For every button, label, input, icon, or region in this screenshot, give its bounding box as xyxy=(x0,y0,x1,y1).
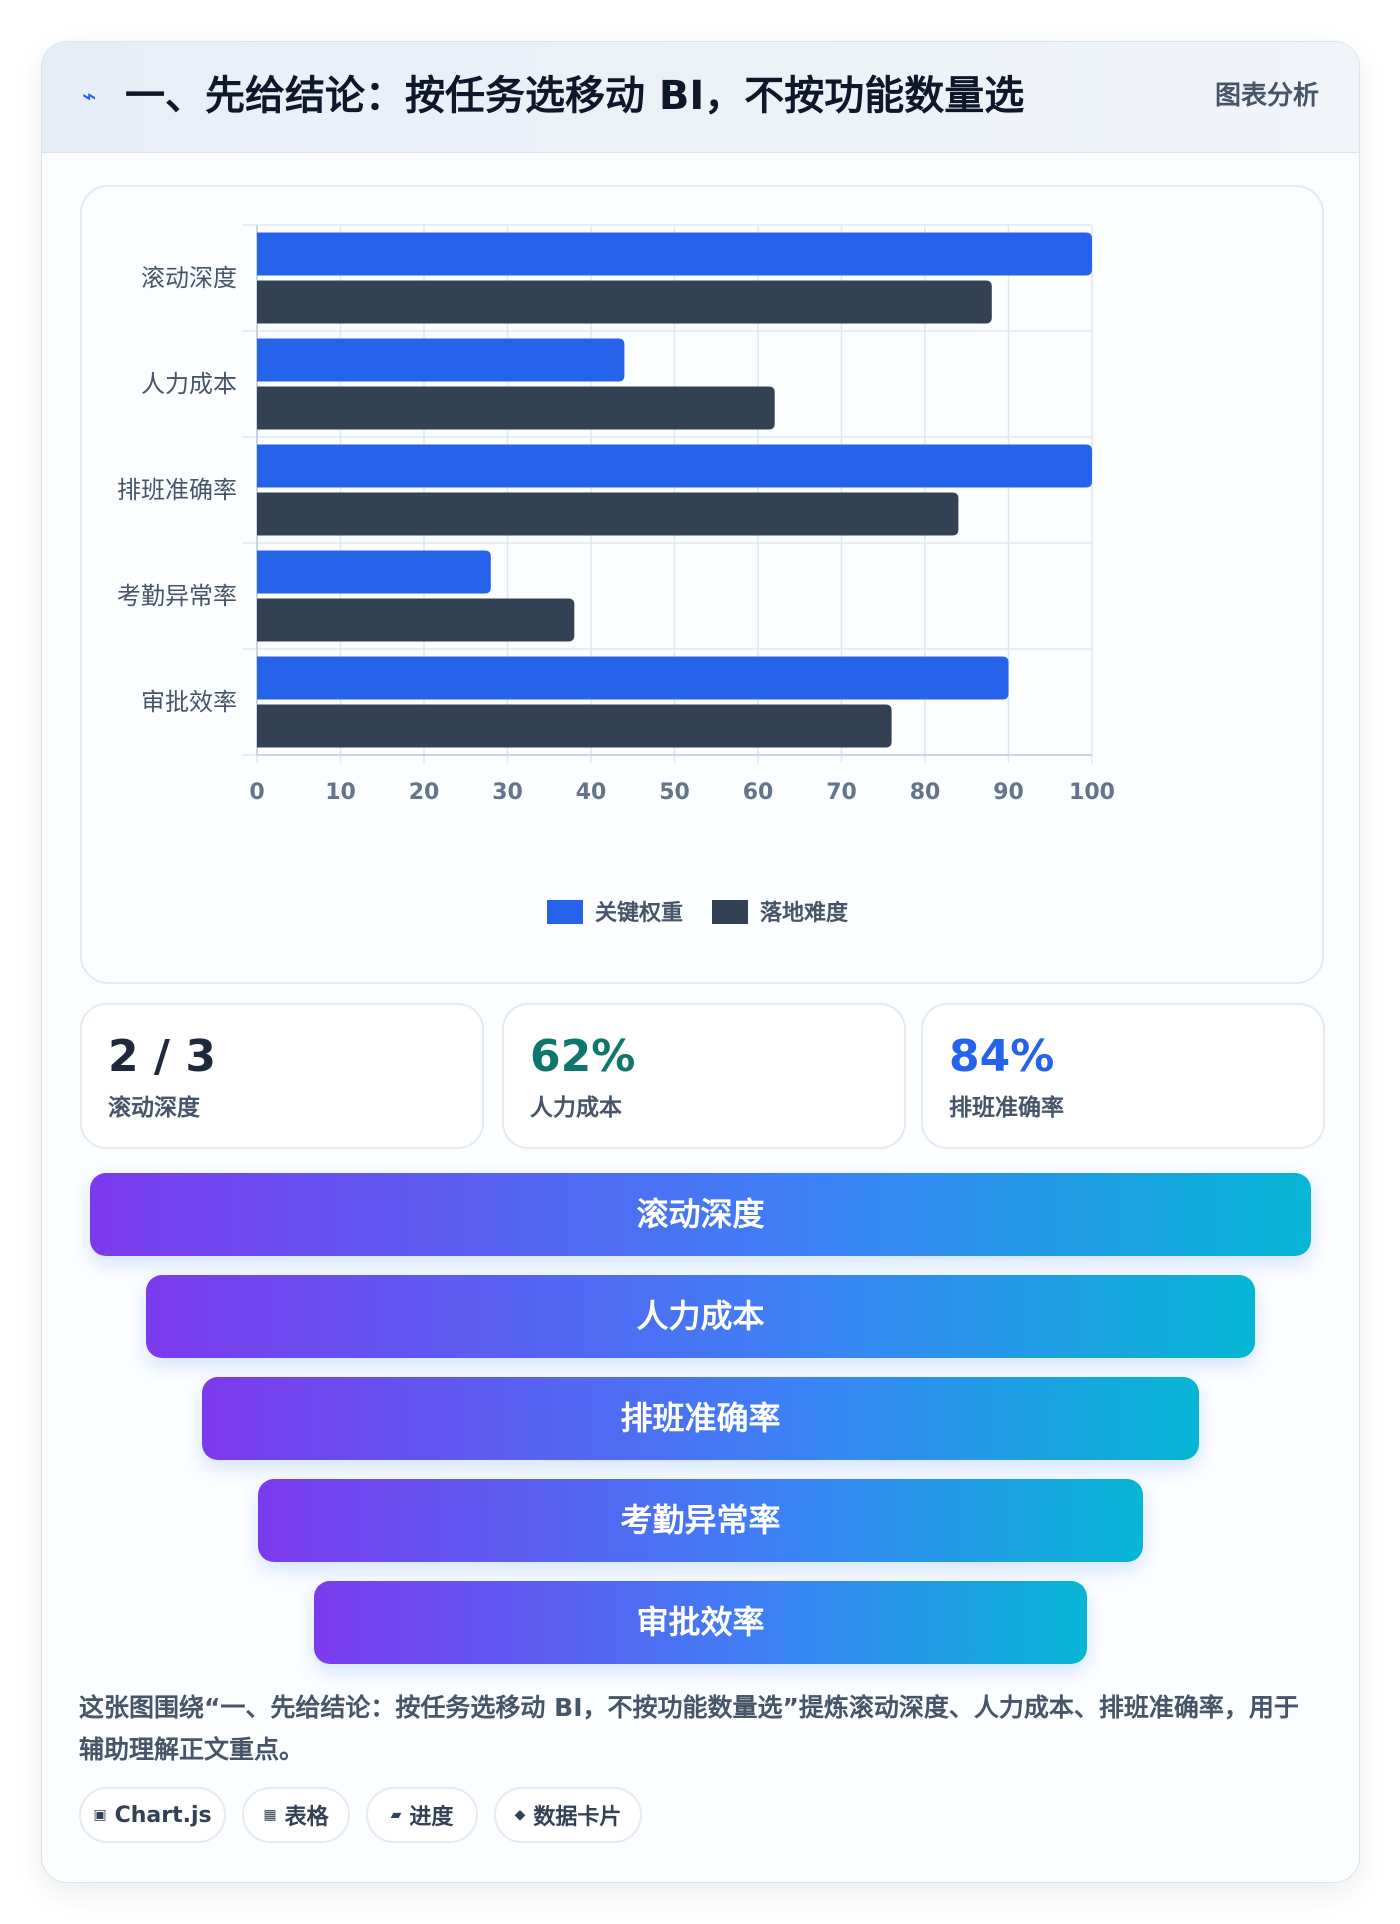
bar xyxy=(257,656,1009,700)
progress-icon: ▰ xyxy=(390,1807,402,1823)
x-tick-label: 20 xyxy=(409,780,440,805)
page-title: 一、先给结论：按任务选移动 BI，不按功能数量选 xyxy=(125,73,1025,119)
funnel-step: 考勤异常率 xyxy=(258,1479,1143,1562)
y-category-label: 排班准确率 xyxy=(117,476,237,504)
tag-table[interactable]: ▦ 表格 xyxy=(242,1787,350,1843)
chart-card: ⌁ 一、先给结论：按任务选移动 BI，不按功能数量选 图表分析 0 10 20 30 4… xyxy=(41,41,1360,1883)
x-tick-label: 70 xyxy=(826,780,857,805)
x-tick-label: 80 xyxy=(910,780,941,805)
stat-value: 2 / 3 xyxy=(108,1031,216,1082)
x-tick-label: 50 xyxy=(659,780,690,805)
x-tick-label: 90 xyxy=(993,780,1024,805)
bar xyxy=(257,232,1092,276)
lightning-icon: ⌁ xyxy=(82,82,97,110)
stat-label: 排班准确率 xyxy=(949,1095,1064,1121)
stat-card-labor-cost: 62% 人力成本 xyxy=(502,1003,906,1149)
tag-label: Chart.js xyxy=(114,1802,212,1828)
tag-label: 进度 xyxy=(409,1805,454,1830)
stat-label: 人力成本 xyxy=(530,1095,622,1121)
tag-label: 数据卡片 xyxy=(533,1805,622,1830)
tag-data-card[interactable]: ◆ 数据卡片 xyxy=(494,1787,642,1843)
x-tick-label: 0 xyxy=(249,780,264,805)
legend-label: 关键权重 xyxy=(595,900,683,926)
bar xyxy=(257,704,892,748)
legend-swatch xyxy=(712,900,748,924)
table-icon: ▦ xyxy=(263,1807,277,1823)
stat-card-scroll-depth: 2 / 3 滚动深度 xyxy=(80,1003,484,1149)
legend-label: 落地难度 xyxy=(760,900,849,926)
funnel-step: 滚动深度 xyxy=(90,1173,1311,1256)
tag-chartjs[interactable]: ▣ Chart.js xyxy=(79,1787,226,1843)
card-header: ⌁ 一、先给结论：按任务选移动 BI，不按功能数量选 图表分析 xyxy=(42,42,1359,153)
bar-chart: 0 10 20 30 40 50 60 70 80 90 100 滚动深度人力成本排班准确率考勤异常率… xyxy=(117,224,1115,926)
bar xyxy=(257,550,491,594)
bar xyxy=(257,444,1092,488)
bar-chart-panel: 0 10 20 30 40 50 60 70 80 90 100 滚动深度人力成本排班准确率考勤异常率… xyxy=(80,185,1324,984)
stat-card-scheduling-accuracy: 84% 排班准确率 xyxy=(921,1003,1325,1149)
legend-swatch xyxy=(547,900,583,924)
x-tick-label: 40 xyxy=(576,780,607,805)
x-tick-label: 30 xyxy=(492,780,523,805)
data-card-icon: ◆ xyxy=(514,1807,526,1823)
stat-value: 84% xyxy=(949,1031,1055,1082)
funnel-step: 人力成本 xyxy=(146,1275,1255,1358)
x-tick-label: 10 xyxy=(325,780,356,805)
bar xyxy=(257,338,625,382)
bar xyxy=(257,280,992,324)
x-tick-label: 60 xyxy=(743,780,774,805)
stat-value: 62% xyxy=(530,1031,636,1082)
chart-analysis-badge: 图表分析 xyxy=(1214,81,1319,111)
y-category-label: 滚动深度 xyxy=(141,264,237,292)
bar xyxy=(257,492,959,536)
tag-label: 表格 xyxy=(284,1805,329,1830)
funnel-step: 审批效率 xyxy=(314,1581,1087,1664)
chart-summary: 这张图围绕“一、先给结论：按任务选移动 BI，不按功能数量选”提炼滚动深度、人力… xyxy=(79,1693,1299,1764)
y-category-label: 考勤异常率 xyxy=(117,582,237,610)
chart-icon: ▣ xyxy=(93,1807,107,1823)
y-category-label: 人力成本 xyxy=(141,370,237,398)
bar xyxy=(257,598,575,642)
y-category-label: 审批效率 xyxy=(141,688,237,716)
x-tick-label: 100 xyxy=(1069,780,1115,805)
stat-label: 滚动深度 xyxy=(108,1095,200,1121)
tag-progress[interactable]: ▰ 进度 xyxy=(366,1787,478,1843)
bar xyxy=(257,386,775,430)
funnel-step: 排班准确率 xyxy=(202,1377,1199,1460)
